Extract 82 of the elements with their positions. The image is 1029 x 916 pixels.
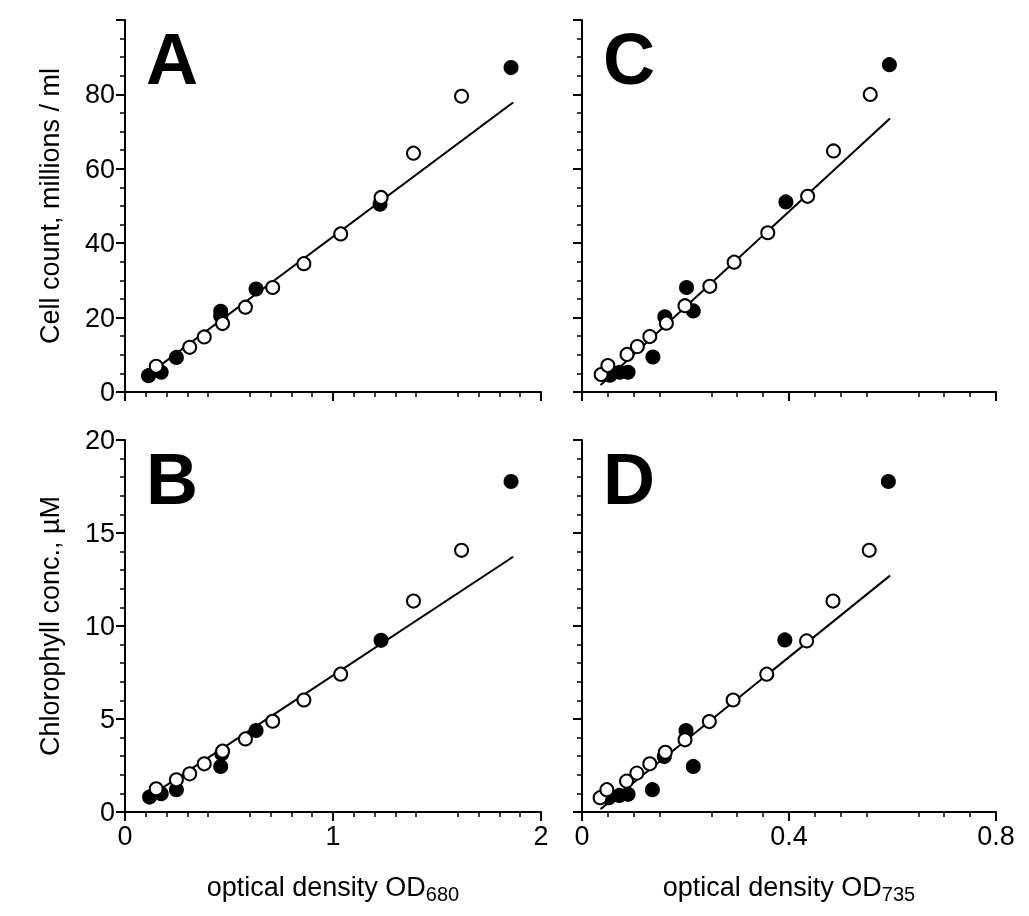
- point: [677, 732, 693, 748]
- y-axis-title: Chlorophyll conc., µM: [34, 495, 65, 757]
- point: [296, 256, 312, 272]
- point: [726, 254, 742, 270]
- chart-title: D: [603, 439, 655, 519]
- x-tick-label: 0: [574, 820, 590, 851]
- point: [677, 298, 693, 314]
- point: [182, 766, 198, 782]
- point: [881, 57, 897, 73]
- point: [826, 143, 842, 159]
- point: [679, 279, 695, 295]
- point: [148, 781, 164, 797]
- point: [759, 666, 775, 682]
- point: [629, 765, 645, 781]
- y-tick-label: 60: [84, 153, 115, 184]
- point: [503, 60, 519, 76]
- point: [825, 593, 841, 609]
- point: [168, 772, 184, 788]
- x-tick-label: 0.4: [770, 820, 808, 851]
- y-tick-label: 0: [99, 377, 115, 407]
- chart-title: A: [146, 19, 198, 99]
- point: [148, 358, 164, 374]
- point: [629, 339, 645, 355]
- point: [799, 633, 815, 649]
- point: [237, 731, 253, 747]
- y-tick-label: 15: [84, 518, 115, 548]
- point: [620, 786, 636, 802]
- point: [182, 339, 198, 355]
- point: [702, 278, 718, 294]
- point: [645, 349, 661, 365]
- point: [454, 88, 470, 104]
- point: [800, 188, 816, 204]
- y-tick-label: 0: [99, 797, 115, 827]
- point: [861, 542, 877, 558]
- y-tick-label: 40: [84, 228, 115, 259]
- point: [725, 692, 741, 708]
- point: [373, 632, 389, 648]
- y-axis-title: Cell count, millions / ml: [34, 67, 65, 345]
- point: [642, 756, 658, 772]
- x-tick-label: 1: [325, 820, 341, 851]
- point: [248, 281, 264, 297]
- point: [658, 315, 674, 331]
- point: [248, 723, 264, 739]
- point: [619, 773, 634, 789]
- point: [777, 632, 793, 648]
- point: [862, 86, 878, 102]
- point: [600, 358, 616, 374]
- point: [237, 299, 253, 315]
- point: [642, 329, 658, 345]
- point: [778, 194, 794, 210]
- point: [454, 542, 470, 558]
- point: [685, 758, 701, 774]
- y-tick-label: 20: [84, 425, 115, 455]
- point: [503, 473, 519, 489]
- point: [406, 593, 421, 609]
- point: [265, 279, 281, 295]
- point: [296, 692, 312, 708]
- point: [213, 758, 229, 774]
- y-tick-label: 10: [84, 611, 115, 641]
- point: [333, 666, 349, 682]
- point: [760, 225, 776, 241]
- x-tick-label: 2: [533, 820, 549, 851]
- point: [196, 756, 212, 772]
- point: [373, 189, 389, 205]
- point: [215, 316, 231, 332]
- point: [333, 226, 349, 242]
- chart-title: B: [146, 439, 198, 519]
- x-tick-label: 0.8: [977, 820, 1015, 851]
- point: [599, 782, 615, 798]
- point: [644, 782, 660, 798]
- point: [265, 713, 281, 729]
- point: [406, 145, 421, 161]
- y-tick-label: 20: [84, 302, 115, 333]
- chart-title: C: [603, 19, 655, 99]
- point: [657, 744, 673, 760]
- point: [196, 329, 212, 345]
- point: [619, 346, 635, 362]
- point: [168, 349, 184, 365]
- y-tick-label: 80: [84, 79, 115, 110]
- y-tick-label: 5: [99, 704, 115, 734]
- point: [701, 714, 717, 730]
- point: [880, 473, 896, 489]
